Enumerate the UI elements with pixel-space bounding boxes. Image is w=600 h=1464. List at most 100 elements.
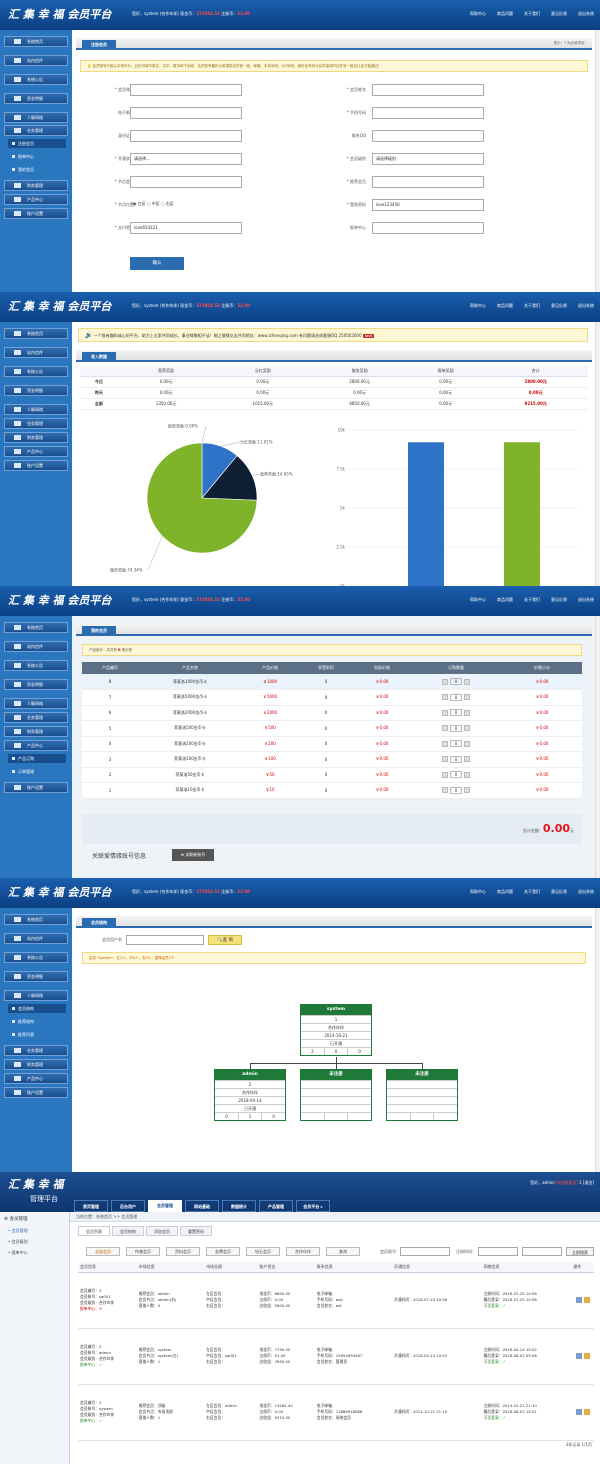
search-button[interactable]: 🔍查 询 bbox=[208, 935, 242, 945]
plus-button[interactable] bbox=[464, 678, 470, 685]
admin-tab-2[interactable]: 会员管理 bbox=[148, 1200, 182, 1212]
sidebar-item-mail[interactable]: 站内信件 bbox=[4, 641, 68, 652]
sidebar-item-home[interactable]: 系统首页 bbox=[4, 914, 68, 925]
minus-button[interactable] bbox=[442, 771, 448, 778]
nav-help[interactable]: 帮助中心 bbox=[470, 303, 486, 308]
sidebar-item-home[interactable]: 系统首页 bbox=[4, 328, 68, 339]
nav-logout[interactable]: 退出系统 bbox=[578, 11, 594, 16]
admin-side-levels[interactable]: • 会员级别 bbox=[8, 1239, 28, 1244]
quantity-input[interactable]: 0 bbox=[450, 755, 462, 763]
sidebar-item-finance[interactable]: 财务管理 bbox=[4, 180, 68, 191]
account-search-input[interactable] bbox=[400, 1247, 450, 1256]
quantity-input[interactable]: 0 bbox=[450, 678, 462, 685]
nav-feedback[interactable]: 意见反馈 bbox=[551, 889, 567, 894]
nav-about[interactable]: 关于我们 bbox=[524, 303, 540, 308]
search-now-button[interactable]: 立即搜索 bbox=[566, 1247, 594, 1256]
sidebar-sub-report[interactable]: 报单中心 bbox=[8, 152, 66, 161]
admin-filter-1[interactable]: 待激会员 bbox=[126, 1247, 160, 1256]
sidebar-item-network[interactable]: 人脉网络 bbox=[4, 112, 68, 123]
nav-about[interactable]: 关于我们 bbox=[524, 889, 540, 894]
sidebar-item-account[interactable]: 账户设置 bbox=[4, 208, 68, 219]
link-account-button[interactable]: ⊕ 关联新账号 bbox=[172, 849, 214, 861]
sidebar-item-business[interactable]: 业务管理 bbox=[4, 418, 68, 429]
left-field-input-6[interactable]: love654321 bbox=[130, 222, 242, 234]
sidebar-item-mail[interactable]: 站内信件 bbox=[4, 933, 68, 944]
sidebar-item-network[interactable]: 人脉网络 bbox=[4, 404, 68, 415]
sidebar-item-finance[interactable]: 财务管理 bbox=[4, 432, 68, 443]
sidebar-sub-members[interactable]: 我的会员 bbox=[8, 165, 66, 174]
sidebar-item-mail[interactable]: 站内信件 bbox=[4, 347, 68, 358]
sidebar-item-funds[interactable]: 资金明细 bbox=[4, 971, 68, 982]
node-position-radio[interactable]: ◉ 左区 ○ 中区 ○ 右区 bbox=[133, 201, 174, 206]
sidebar-item-finance[interactable]: 财务管理 bbox=[4, 1059, 68, 1070]
admin-subtab-3[interactable]: 重置密码 bbox=[180, 1226, 212, 1236]
minus-button[interactable] bbox=[442, 756, 448, 763]
sidebar-sub-recommend-list[interactable]: 推荐列表 bbox=[8, 1030, 66, 1039]
plus-button[interactable] bbox=[464, 771, 470, 778]
tree-node-root[interactable]: system 1 合作伙伴 2014-10-21 已开通 2 0 0 bbox=[300, 1004, 372, 1056]
sidebar-item-notice[interactable]: 系统公告 bbox=[4, 660, 68, 671]
admin-subtab-2[interactable]: 添加会员 bbox=[146, 1226, 178, 1236]
plus-button[interactable] bbox=[464, 787, 470, 794]
tab-my-members[interactable]: 我的会员 bbox=[82, 626, 116, 636]
minus-button[interactable] bbox=[442, 694, 448, 701]
sidebar-item-mail[interactable]: 站内信件 bbox=[4, 55, 68, 66]
admin-filter-6[interactable]: 查询 bbox=[326, 1247, 360, 1256]
folder-icon[interactable] bbox=[583, 1408, 590, 1415]
minus-button[interactable] bbox=[442, 709, 448, 716]
nav-product[interactable]: 商品问题 bbox=[497, 597, 513, 602]
sidebar-sub-recommend[interactable]: 推荐结构 bbox=[8, 1017, 66, 1026]
right-field-input-4[interactable] bbox=[372, 176, 484, 188]
admin-tab-5[interactable]: 产品管理 bbox=[259, 1200, 293, 1212]
quantity-input[interactable]: 0 bbox=[450, 693, 462, 701]
nav-product[interactable]: 商品问题 bbox=[497, 303, 513, 308]
admin-subtab-1[interactable]: 会员结构 bbox=[112, 1226, 144, 1236]
scrollbar[interactable] bbox=[595, 322, 600, 586]
sidebar-sub-orders[interactable]: 订单管理 bbox=[8, 767, 66, 776]
nav-feedback[interactable]: 意见反馈 bbox=[551, 303, 567, 308]
admin-side-report[interactable]: • 报单中心 bbox=[8, 1250, 28, 1255]
nav-about[interactable]: 关于我们 bbox=[524, 11, 540, 16]
tree-node-child-2[interactable]: 未注册 bbox=[386, 1069, 458, 1121]
nav-logout[interactable]: 退出系统 bbox=[578, 303, 594, 308]
admin-filter-5[interactable]: 合作伙伴 bbox=[286, 1247, 320, 1256]
confirm-button[interactable]: 确认 bbox=[130, 257, 184, 270]
sidebar-item-account[interactable]: 账户设置 bbox=[4, 782, 68, 793]
sidebar-item-home[interactable]: 系统首页 bbox=[4, 622, 68, 633]
sidebar-item-account[interactable]: 账户设置 bbox=[4, 1087, 68, 1098]
sidebar-item-business[interactable]: 业务管理 bbox=[4, 712, 68, 723]
admin-side-members[interactable]: • 会员管理 bbox=[8, 1228, 28, 1233]
plus-button[interactable] bbox=[464, 756, 470, 763]
sidebar-item-notice[interactable]: 系统公告 bbox=[4, 74, 68, 85]
tree-node-child-0[interactable]: admin 2 合作伙伴 2018-04-14 已开通 0 1 0 bbox=[214, 1069, 286, 1121]
sidebar-item-business[interactable]: 业务管理 bbox=[4, 125, 68, 136]
right-field-input-2[interactable] bbox=[372, 130, 484, 142]
edit-icon[interactable] bbox=[575, 1296, 582, 1303]
tree-node-child-1[interactable]: 未注册 bbox=[300, 1069, 372, 1121]
sidebar-item-business[interactable]: 业务管理 bbox=[4, 1045, 68, 1056]
right-field-input-1[interactable] bbox=[372, 107, 484, 119]
minus-button[interactable] bbox=[442, 678, 448, 685]
left-field-input-0[interactable] bbox=[130, 84, 242, 96]
tab-structure[interactable]: 会员结构 bbox=[82, 918, 116, 928]
quantity-input[interactable]: 0 bbox=[450, 709, 462, 717]
plus-button[interactable] bbox=[464, 740, 470, 747]
admin-filter-2[interactable]: 资料会员 bbox=[166, 1247, 200, 1256]
nav-feedback[interactable]: 意见反馈 bbox=[551, 11, 567, 16]
nav-logout[interactable]: 退出系统 bbox=[578, 889, 594, 894]
nav-help[interactable]: 帮助中心 bbox=[470, 11, 486, 16]
sidebar-item-network[interactable]: 人脉网络 bbox=[4, 990, 68, 1001]
minus-button[interactable] bbox=[442, 740, 448, 747]
edit-icon[interactable] bbox=[575, 1408, 582, 1415]
nav-help[interactable]: 帮助中心 bbox=[470, 597, 486, 602]
nav-product[interactable]: 商品问题 bbox=[497, 889, 513, 894]
admin-tab-0[interactable]: 首页管理 bbox=[74, 1200, 108, 1212]
sidebar-sub-register[interactable]: 注册会员 bbox=[8, 139, 66, 148]
left-field-input-2[interactable] bbox=[130, 130, 242, 142]
sidebar-item-product[interactable]: 产品中心 bbox=[4, 740, 68, 751]
admin-filter-3[interactable]: 金牌会员 bbox=[206, 1247, 240, 1256]
admin-filter-0[interactable]: 全部会员 bbox=[86, 1247, 120, 1256]
left-field-input-4[interactable] bbox=[130, 176, 242, 188]
date-to-input[interactable] bbox=[522, 1247, 562, 1256]
sidebar-item-notice[interactable]: 系统公告 bbox=[4, 366, 68, 377]
